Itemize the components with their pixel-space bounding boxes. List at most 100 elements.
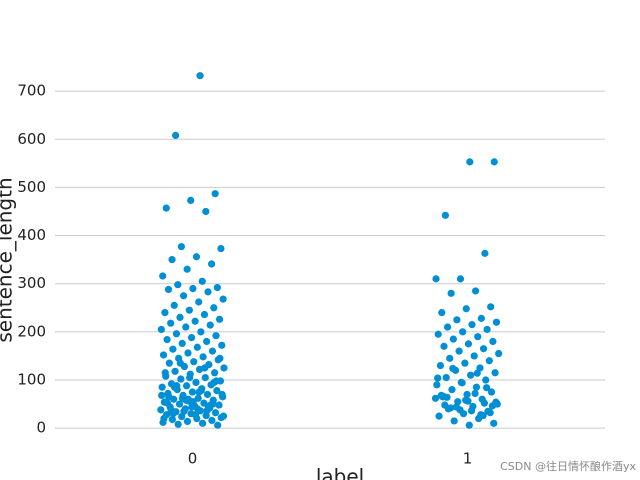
point [217,244,225,253]
point [468,321,476,329]
point [191,317,199,325]
point [164,285,173,294]
point [201,373,209,382]
point [473,369,481,377]
point [174,420,182,428]
point [161,369,169,377]
y-tick-label: 100 [17,371,46,389]
point [490,158,498,166]
point [165,393,173,401]
point [159,272,167,280]
point [178,394,187,402]
point [172,131,180,140]
point [466,158,474,166]
point [458,379,466,387]
y-tick-label: 0 [36,419,46,437]
point [199,353,207,361]
point [183,265,191,273]
x-tick-label: 0 [188,450,198,468]
point [486,409,494,417]
point [442,373,450,382]
point [450,417,458,425]
point [196,72,204,80]
point [471,389,479,398]
point [443,323,452,331]
point [195,298,203,306]
point [168,415,176,424]
point [440,342,448,350]
point [489,337,497,346]
point [167,319,175,327]
point [211,369,219,377]
point [192,253,201,261]
point [438,308,446,317]
point [191,411,200,419]
point [434,374,442,382]
point [453,316,461,324]
point [441,211,449,219]
point [162,204,170,212]
point [212,332,220,340]
point [189,284,197,293]
point [213,386,221,395]
point [202,207,210,216]
point [456,275,465,283]
point [179,292,188,300]
point [203,390,212,399]
point [474,333,482,341]
point [163,399,172,407]
point [433,381,441,389]
point [483,325,491,334]
point [216,354,224,362]
point [160,414,168,423]
point [208,416,216,425]
point [447,289,455,297]
point [464,397,472,405]
point [465,421,473,429]
point [479,412,487,420]
point [171,367,179,375]
point [173,382,181,390]
point [201,364,209,372]
point [479,345,488,353]
point [209,400,217,408]
point [180,407,188,415]
point [177,375,185,383]
point [212,377,220,385]
point [488,402,496,410]
point [177,243,185,251]
y-tick-label: 200 [17,322,46,340]
point [492,318,501,326]
point [194,405,202,413]
x-axis-label: label [316,465,364,480]
x-tick-label: 1 [463,450,473,468]
point [182,323,190,331]
point [174,281,182,289]
point [169,345,177,353]
y-tick-label: 400 [17,226,46,244]
point [483,384,491,392]
point [211,409,220,417]
point [461,359,469,367]
point [447,404,455,412]
point [165,359,173,367]
point [163,335,171,344]
point [168,256,176,264]
point [435,412,443,420]
point [190,358,198,366]
point [455,347,463,355]
point [176,359,184,367]
point [477,314,485,322]
point [187,196,195,205]
point [188,388,197,396]
point [482,376,490,384]
point [169,410,177,418]
point [449,364,457,373]
point [172,330,181,338]
point [490,419,498,427]
point [467,407,476,415]
point [183,382,191,390]
point [208,347,217,355]
point [472,383,481,391]
point [446,354,454,362]
